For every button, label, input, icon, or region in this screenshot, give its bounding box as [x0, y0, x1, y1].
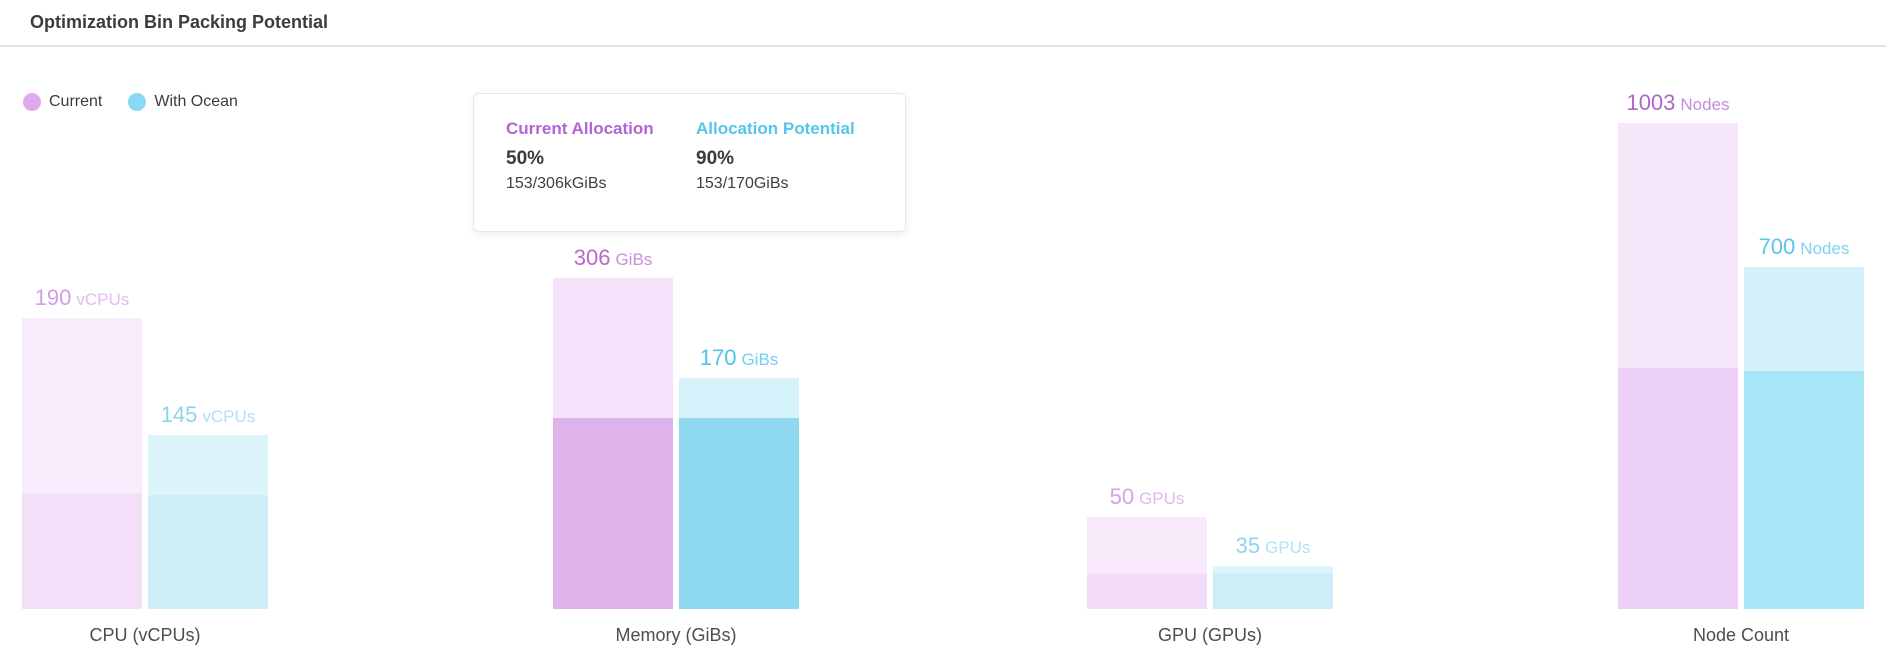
bar-cpu-ocean-value-label: 145 vCPUs: [98, 402, 318, 428]
bar-cpu-current-used-segment: [22, 493, 142, 609]
tooltip-potential-detail: 153/170GiBs: [696, 175, 789, 192]
tooltip-current-allocation-column: Current Allocation 50% 153/306kGiBs: [506, 119, 676, 231]
bar-memory-current[interactable]: [553, 278, 673, 609]
bar-value: 35: [1235, 533, 1261, 558]
bar-memory-ocean-used-segment: [679, 418, 799, 609]
bar-unit: GPUs: [1139, 489, 1185, 508]
tooltip-potential-percent: 90%: [696, 148, 735, 169]
bar-unit: vCPUs: [202, 407, 256, 426]
bar-unit: GPUs: [1265, 538, 1311, 557]
tooltip-potential-title: Allocation Potential: [696, 119, 855, 138]
bar-memory-current-used-segment: [553, 418, 673, 609]
legend-dot-current-icon: [23, 93, 41, 111]
category-label: CPU (vCPUs): [89, 625, 201, 645]
category-label: GPU (GPUs): [1157, 625, 1262, 645]
bar-gpu-ocean[interactable]: [1213, 566, 1333, 609]
page-title: Optimization Bin Packing Potential: [30, 12, 329, 32]
bar-memory-current-value-label: 306 GiBs: [503, 245, 723, 271]
tooltip-current-detail: 153/306kGiBs: [506, 175, 607, 192]
bar-memory-ocean-value-label: 170 GiBs: [629, 345, 849, 371]
tooltip-current-title: Current Allocation: [506, 119, 654, 138]
bar-memory-ocean[interactable]: [679, 378, 799, 609]
bar-cpu-current-value-label: 190 vCPUs: [0, 285, 192, 311]
legend-item-current[interactable]: Current: [23, 93, 102, 111]
bar-gpu-current-value-label: 50 GPUs: [1037, 484, 1257, 510]
bar-gpu-ocean-used-segment: [1213, 573, 1333, 609]
bar-cpu-ocean-used-segment: [148, 495, 268, 609]
tooltip-current-percent: 50%: [506, 148, 545, 169]
legend-label: With Ocean: [154, 93, 238, 110]
bar-unit: vCPUs: [76, 290, 130, 309]
bar-gpu-ocean-value-label: 35 GPUs: [1163, 533, 1383, 559]
bar-unit: GiBs: [741, 350, 779, 369]
category-label: Node Count: [1692, 625, 1790, 645]
header-divider: [0, 45, 1886, 47]
legend-dot-with-ocean-icon: [128, 93, 147, 111]
bar-value: 145: [160, 402, 198, 427]
bar-gpu-current[interactable]: [1087, 517, 1207, 609]
legend-item-with-ocean[interactable]: With Ocean: [128, 93, 238, 111]
bar-node-current[interactable]: [1618, 123, 1738, 609]
bar-value: 1003: [1626, 90, 1676, 115]
bar-node-ocean-value-label: 700 Nodes: [1694, 234, 1886, 260]
bar-unit: GiBs: [615, 250, 653, 269]
bar-node-current-used-segment: [1618, 368, 1738, 609]
bar-node-current-value-label: 1003 Nodes: [1568, 90, 1788, 116]
bar-cpu-ocean[interactable]: [148, 435, 268, 609]
bar-value: 50: [1109, 484, 1135, 509]
category-label: Memory (GiBs): [615, 625, 737, 645]
bar-cpu-current[interactable]: [22, 318, 142, 609]
tooltip-potential-column: Allocation Potential 90% 153/170GiBs: [696, 119, 886, 231]
bar-unit: Nodes: [1680, 95, 1730, 114]
bar-node-ocean[interactable]: [1744, 267, 1864, 609]
bar-value: 306: [573, 245, 611, 270]
bar-gpu-current-used-segment: [1087, 573, 1207, 609]
bar-value: 700: [1758, 234, 1796, 259]
bar-value: 190: [34, 285, 72, 310]
legend-label: Current: [49, 93, 103, 110]
bar-value: 170: [699, 345, 737, 370]
bar-node-ocean-used-segment: [1744, 371, 1864, 609]
allocation-tooltip: Current Allocation 50% 153/306kGiBs Allo…: [473, 93, 906, 232]
chart-legend: Current With Ocean: [23, 93, 238, 111]
bar-unit: Nodes: [1800, 239, 1850, 258]
